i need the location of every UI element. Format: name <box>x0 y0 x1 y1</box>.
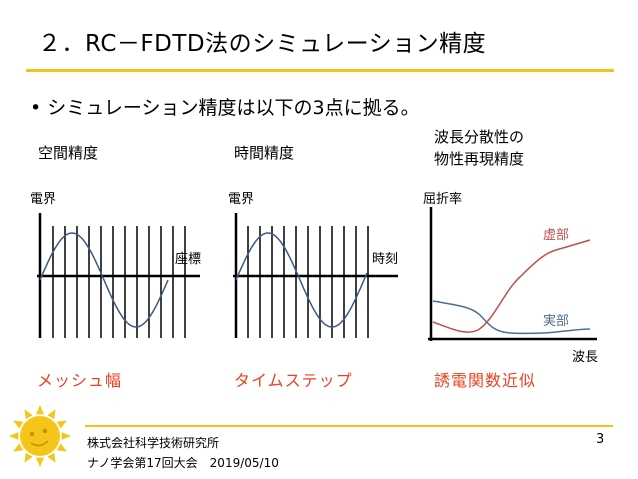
wave-spatial <box>39 232 169 328</box>
real-curve <box>432 300 591 335</box>
heading-dispersion-2: 物性再現精度 <box>434 150 525 168</box>
sun-ray <box>36 457 44 467</box>
real-label: 実部 <box>543 314 570 329</box>
ylabel-dispersion: 屈折率 <box>423 192 463 207</box>
timestep-lines <box>247 226 369 338</box>
sun-ray <box>36 405 44 415</box>
ylabel-temporal: 電界 <box>228 192 255 207</box>
sun-ray <box>61 432 71 440</box>
sun-ray <box>56 443 67 452</box>
caption-dielectric: 誘電関数近似 <box>434 371 537 390</box>
sun-ray <box>24 452 33 463</box>
xlabel-dispersion: 波長 <box>572 350 599 365</box>
ylabel-spatial: 電界 <box>30 192 57 207</box>
mesh-lines <box>52 226 186 338</box>
footer-rule <box>85 425 613 427</box>
heading-temporal: 時間精度 <box>234 144 295 162</box>
slide-title: ２．RC－FDTD法のシミュレーション精度 <box>38 31 487 57</box>
panel-spatial <box>37 213 200 338</box>
page-number: 3 <box>596 432 605 447</box>
wave-temporal <box>235 232 368 328</box>
footer-company: 株式会社科学技術研究所 <box>87 436 220 450</box>
heading-dispersion-1: 波長分散性の <box>434 128 525 146</box>
xlabel-temporal: 時刻 <box>372 252 399 267</box>
panel-dispersion <box>428 207 597 341</box>
sun-ray <box>56 420 67 429</box>
imag-label: 虚部 <box>543 228 570 243</box>
heading-spatial: 空間精度 <box>38 144 99 162</box>
panel-temporal <box>233 213 398 338</box>
caption-mesh: メッシュ幅 <box>37 371 123 390</box>
title-underline <box>26 69 614 72</box>
sun-ray <box>13 420 24 429</box>
sun-ray <box>13 443 24 452</box>
sun-ray <box>24 409 33 420</box>
sun-ray <box>9 432 19 440</box>
xlabel-spatial: 座標 <box>175 252 202 267</box>
sun-ray <box>47 409 56 420</box>
bullet-text: • シミュレーション精度は以下の3点に拠る。 <box>30 97 420 119</box>
sun-ray <box>47 452 56 463</box>
footer-event: ナノ学会第17回大会 2019/05/10 <box>87 456 279 470</box>
caption-timestep: タイムステップ <box>234 371 353 390</box>
imag-curve <box>432 239 591 333</box>
sun-face-icon <box>9 405 71 467</box>
